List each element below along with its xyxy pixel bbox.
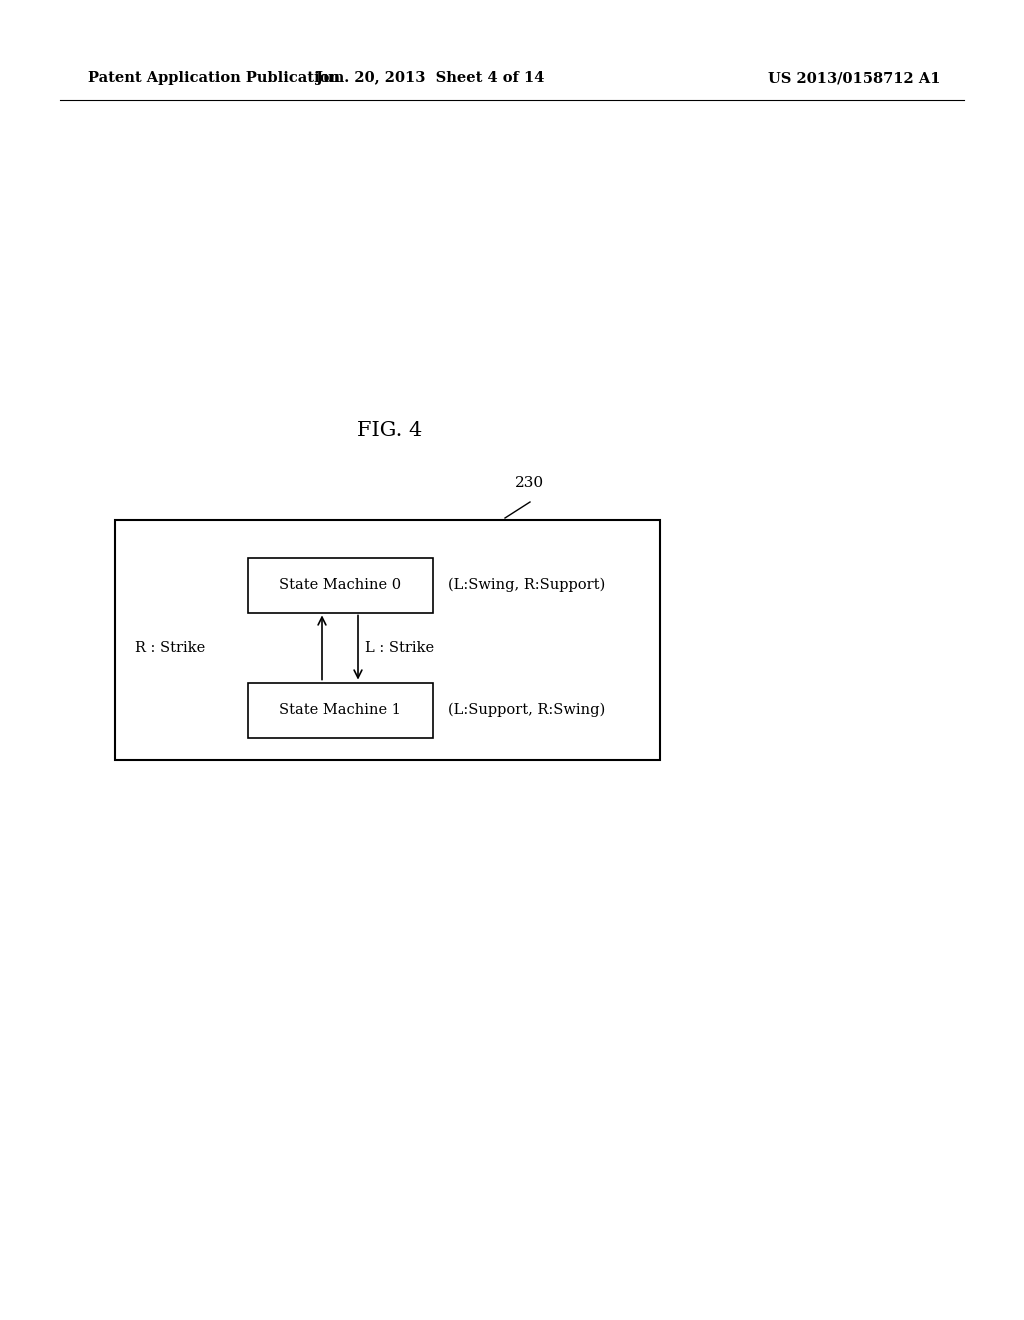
Text: 230: 230 <box>515 477 545 490</box>
Text: State Machine 0: State Machine 0 <box>279 578 401 591</box>
Text: State Machine 1: State Machine 1 <box>280 704 401 717</box>
Text: (L:Support, R:Swing): (L:Support, R:Swing) <box>447 702 605 717</box>
Text: R : Strike: R : Strike <box>135 640 205 655</box>
Bar <box>115 520 660 760</box>
Text: FIG. 4: FIG. 4 <box>357 421 423 440</box>
Text: (L:Swing, R:Support): (L:Swing, R:Support) <box>447 578 605 593</box>
Text: Jun. 20, 2013  Sheet 4 of 14: Jun. 20, 2013 Sheet 4 of 14 <box>315 71 544 84</box>
Text: L : Strike: L : Strike <box>365 640 434 655</box>
Text: US 2013/0158712 A1: US 2013/0158712 A1 <box>768 71 940 84</box>
Bar <box>248 682 432 738</box>
Text: Patent Application Publication: Patent Application Publication <box>88 71 340 84</box>
Bar <box>248 557 432 612</box>
